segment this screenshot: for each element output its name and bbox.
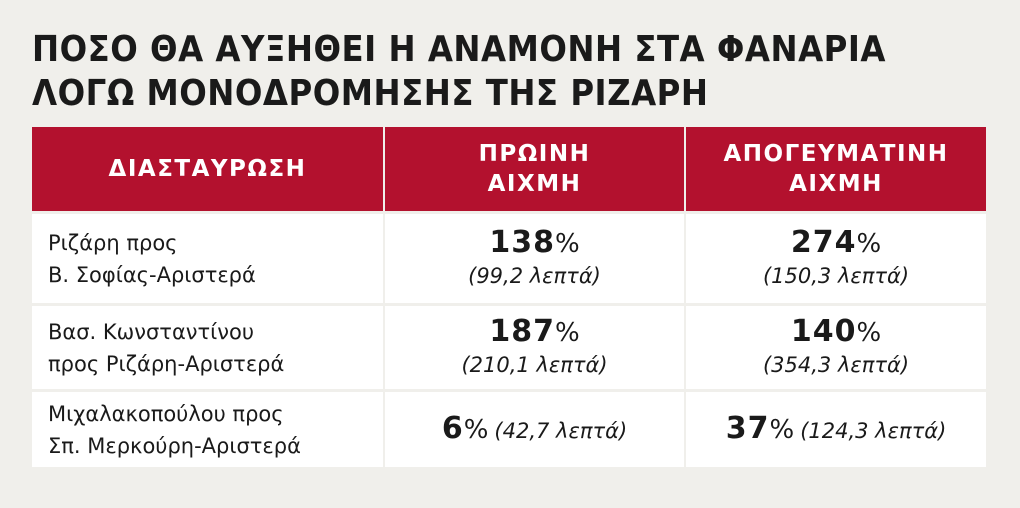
header-afternoon-line-2: ΑΙΧΜΗ <box>789 171 883 197</box>
afternoon-percent: 140% <box>790 314 882 349</box>
morning-value-cell: 187% (210,1 λεπτά) <box>383 303 685 391</box>
intersection-wait-table: ΔΙΑΣΤΑΥΡΩΣΗ ΠΡΩΙΝΗ ΑΙΧΜΗ ΑΠΟΓΕΥΜΑΤΙΝΗ ΑΙ… <box>32 127 986 467</box>
morning-percent: 187% <box>489 314 580 349</box>
header-morning-peak: ΠΡΩΙΝΗ ΑΙΧΜΗ <box>383 127 685 213</box>
afternoon-minutes: (150,3 λεπτά) <box>762 264 910 288</box>
crossing-line-2: προς Ριζάρη-Αριστερά <box>48 351 285 376</box>
afternoon-value-cell: 37% (124,3 λεπτά) <box>684 389 986 467</box>
afternoon-minutes: (124,3 λεπτά) <box>800 419 947 443</box>
morning-percent: 138% <box>489 225 580 260</box>
header-afternoon-peak: ΑΠΟΓΕΥΜΑΤΙΝΗ ΑΙΧΜΗ <box>684 127 986 213</box>
header-morning-line-1: ΠΡΩΙΝΗ <box>478 141 591 167</box>
afternoon-value-cell: 274% (150,3 λεπτά) <box>684 211 986 305</box>
header-crossing-label: ΔΙΑΣΤΑΥΡΩΣΗ <box>108 156 307 182</box>
crossing-line-2: Β. Σοφίας-Αριστερά <box>48 262 256 287</box>
table-row: Μιχαλακοπούλου προς Σπ. Μερκούρη-Αριστερ… <box>32 389 986 467</box>
morning-value-cell: 6% (42,7 λεπτά) <box>383 389 685 467</box>
page-title: ΠΟΣΟ ΘΑ ΑΥΞΗΘΕΙ Η ΑΝΑΜΟΝΗ ΣΤΑ ΦΑΝΑΡΙΑ ΛΟ… <box>32 28 1002 116</box>
crossing-cell: Μιχαλακοπούλου προς Σπ. Μερκούρη-Αριστερ… <box>32 389 384 467</box>
afternoon-value-cell: 140% (354,3 λεπτά) <box>684 303 986 391</box>
header-crossing: ΔΙΑΣΤΑΥΡΩΣΗ <box>32 127 384 213</box>
afternoon-percent: 274% <box>790 225 882 260</box>
header-afternoon-line-1: ΑΠΟΓΕΥΜΑΤΙΝΗ <box>723 141 949 167</box>
morning-value-cell: 138% (99,2 λεπτά) <box>383 211 685 305</box>
afternoon-minutes: (354,3 λεπτά) <box>762 353 910 377</box>
title-line-1: ΠΟΣΟ ΘΑ ΑΥΞΗΘΕΙ Η ΑΝΑΜΟΝΗ ΣΤΑ ΦΑΝΑΡΙΑ <box>32 29 886 70</box>
header-morning-line-2: ΑΙΧΜΗ <box>487 171 582 197</box>
morning-minutes: (99,2 λεπτά) <box>468 264 601 288</box>
crossing-line-1: Βασ. Κωνσταντίνου <box>48 319 255 344</box>
morning-minutes: (210,1 λεπτά) <box>461 353 608 377</box>
crossing-line-1: Ριζάρη προς <box>48 230 178 255</box>
title-line-2: ΛΟΓΩ ΜΟΝΟΔΡΟΜΗΣΗΣ ΤΗΣ ΡΙΖΑΡΗ <box>32 73 709 114</box>
morning-percent: 6% <box>441 411 489 446</box>
crossing-line-2: Σπ. Μερκούρη-Αριστερά <box>48 433 301 458</box>
crossing-cell: Βασ. Κωνσταντίνου προς Ριζάρη-Αριστερά <box>32 303 384 391</box>
table-row: Ριζάρη προς Β. Σοφίας-Αριστερά 138% (99,… <box>32 211 986 305</box>
afternoon-percent: 37% <box>725 411 795 446</box>
crossing-line-1: Μιχαλακοπούλου προς <box>48 401 284 426</box>
crossing-cell: Ριζάρη προς Β. Σοφίας-Αριστερά <box>32 211 384 305</box>
morning-minutes: (42,7 λεπτά) <box>494 419 628 443</box>
table-header-row: ΔΙΑΣΤΑΥΡΩΣΗ ΠΡΩΙΝΗ ΑΙΧΜΗ ΑΠΟΓΕΥΜΑΤΙΝΗ ΑΙ… <box>32 127 986 213</box>
table-row: Βασ. Κωνσταντίνου προς Ριζάρη-Αριστερά 1… <box>32 303 986 391</box>
